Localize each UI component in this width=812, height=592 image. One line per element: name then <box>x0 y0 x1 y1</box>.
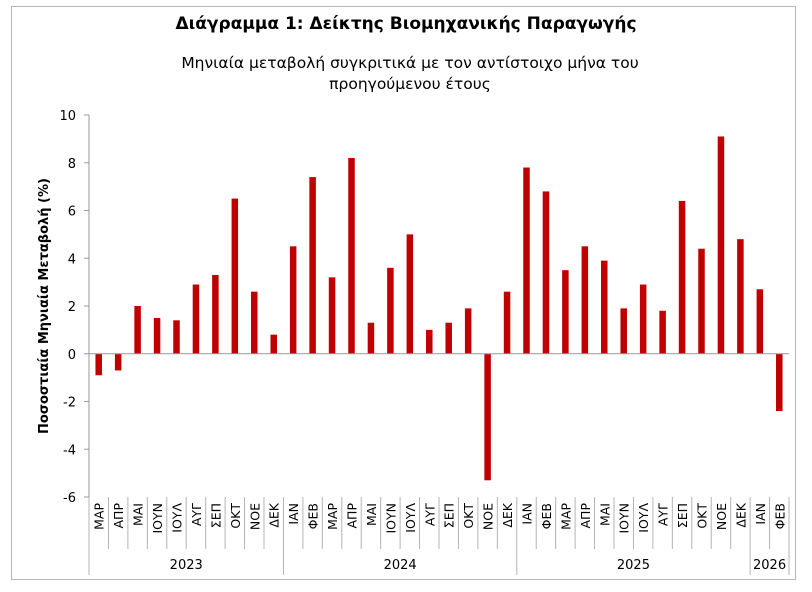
bar <box>192 284 200 354</box>
bar <box>406 234 414 354</box>
x-tick-label: ΑΠΡ <box>578 503 593 529</box>
x-tick-label: ΑΥΓ <box>656 503 671 526</box>
y-tick-label: 0 <box>68 348 76 363</box>
x-tick-label: ΟΚΤ <box>695 503 710 529</box>
bar <box>581 246 589 354</box>
x-tick-label: ΦΕΒ <box>306 503 321 529</box>
bar <box>173 320 180 354</box>
x-tick-label: ΝΟΕ <box>714 503 729 530</box>
x-tick-label: ΝΟΕ <box>481 503 496 530</box>
x-tick-label: ΙΑΝ <box>286 503 301 525</box>
bar <box>464 308 472 354</box>
bar <box>601 260 608 354</box>
bar <box>639 284 647 354</box>
x-tick-label: ΑΥΓ <box>189 503 204 526</box>
bar <box>270 334 277 354</box>
x-tick-label: ΔΕΚ <box>500 502 515 527</box>
y-tick-label: 8 <box>68 157 76 172</box>
x-tick-label: ΜΑΡ <box>558 503 573 530</box>
x-tick-label: ΟΚΤ <box>228 503 243 529</box>
bar <box>542 191 550 354</box>
bar <box>134 306 141 354</box>
y-tick-label: -2 <box>63 396 76 411</box>
year-label: 2024 <box>384 558 417 573</box>
x-tick-label: ΦΕΒ <box>772 503 787 529</box>
bar <box>523 167 530 354</box>
x-tick-label: ΟΚΤ <box>461 503 476 529</box>
x-tick-label: ΙΑΝ <box>753 503 768 525</box>
x-tick-label: ΜΑΙ <box>131 503 146 526</box>
x-tick-label: ΜΑΡ <box>325 503 340 530</box>
y-tick-label: -4 <box>63 443 76 458</box>
y-tick-label: 4 <box>68 252 76 267</box>
x-tick-label: ΣΕΠ <box>442 503 457 528</box>
x-tick-label: ΝΟΕ <box>247 503 262 530</box>
x-tick-label: ΔΕΚ <box>267 502 282 527</box>
bar <box>95 353 102 376</box>
y-tick-label: -6 <box>63 491 76 506</box>
bar <box>289 246 297 354</box>
bar <box>231 198 239 354</box>
bar <box>698 248 705 354</box>
x-tick-label: ΔΕΚ <box>733 502 748 527</box>
bar <box>387 267 394 354</box>
year-label: 2025 <box>617 558 650 573</box>
x-tick-label: ΑΠΡ <box>111 503 126 529</box>
bar <box>503 291 511 354</box>
x-tick-label: ΙΟΥΛ <box>636 503 651 533</box>
chart-frame <box>11 6 796 580</box>
x-tick-label: ΙΟΥΝ <box>617 503 632 534</box>
x-tick-label: ΜΑΡ <box>92 503 107 530</box>
bar <box>620 308 627 354</box>
bar <box>251 291 258 354</box>
year-label: 2023 <box>170 558 203 573</box>
bar <box>756 289 764 354</box>
x-tick-label: ΜΑΙ <box>597 503 612 526</box>
bar <box>717 136 725 354</box>
bar <box>659 310 666 354</box>
bar <box>153 317 161 354</box>
bar <box>562 270 569 354</box>
x-tick-label: ΙΟΥΛ <box>170 503 185 533</box>
y-tick-label: 2 <box>68 300 76 315</box>
bar <box>328 277 336 354</box>
y-axis-label: Ποσοστιαία Μηνιαία Μεταβολή (%) <box>37 178 52 434</box>
x-tick-label: ΣΕΠ <box>675 503 690 528</box>
x-tick-label: ΜΑΙ <box>364 503 379 526</box>
bar <box>114 353 122 371</box>
bar <box>737 239 744 354</box>
x-tick-label: ΑΥΓ <box>422 503 437 526</box>
y-tick-label: 10 <box>59 109 76 124</box>
bar <box>678 200 686 354</box>
y-tick-label: 6 <box>68 205 76 220</box>
x-tick-label: ΙΟΥΛ <box>403 503 418 533</box>
bar <box>426 329 433 354</box>
x-tick-label: ΑΠΡ <box>345 503 360 529</box>
bar <box>309 177 316 354</box>
year-label: 2026 <box>753 558 786 573</box>
bar <box>484 353 491 481</box>
bar <box>445 322 452 354</box>
bar <box>367 322 375 354</box>
x-tick-label: ΙΟΥΝ <box>383 503 398 534</box>
x-tick-label: ΙΑΝ <box>520 503 535 525</box>
x-tick-label: ΦΕΒ <box>539 503 554 529</box>
bar <box>212 274 219 354</box>
x-tick-label: ΙΟΥΝ <box>150 503 165 534</box>
chart-subtitle: Μηνιαία μεταβολή συγκριτικά με τον αντίσ… <box>181 54 639 93</box>
chart-title: Διάγραμμα 1: Δείκτης Βιομηχανικής Παραγω… <box>175 14 637 34</box>
bar <box>776 353 783 412</box>
bar <box>348 157 355 354</box>
x-tick-label: ΣΕΠ <box>208 503 223 528</box>
